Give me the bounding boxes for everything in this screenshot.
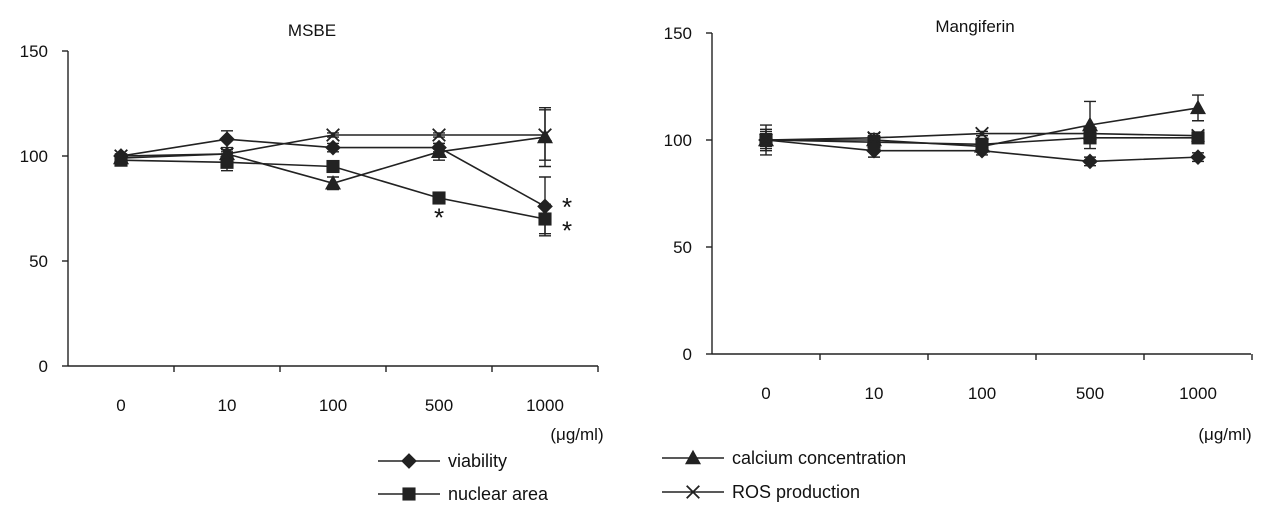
legend-marker-ros-production — [686, 485, 700, 499]
x-axis-unit: (μg/ml) — [1198, 425, 1251, 444]
point-nuclear-area-1000 — [538, 212, 552, 226]
chart-panel-mangiferin: Mangiferin 0 50 100 150 0 10 100 500 1000 (μg/ml) — [664, 17, 1253, 444]
point-calcium-concentration-500 — [430, 143, 448, 158]
point-ros-production-10 — [867, 130, 881, 145]
point-calcium-concentration-100 — [973, 138, 991, 153]
point-ros-production-100 — [975, 126, 989, 141]
point-ros-production-500 — [1083, 126, 1097, 141]
legend-item-calcium-concentration: calcium concentration — [662, 448, 906, 468]
point-ros-production-1000 — [1191, 128, 1205, 143]
legend-marker-viability — [401, 453, 417, 469]
significance-annotation-1: * — [562, 192, 572, 222]
y-tick-label-100: 100 — [664, 131, 692, 150]
legend-label-nuclear-area: nuclear area — [448, 484, 549, 504]
legend-item-viability: viability — [378, 451, 507, 471]
legend-item-ros-production: ROS production — [662, 482, 860, 502]
x-tick-label-10: 10 — [218, 396, 237, 415]
x-tick-label-10: 10 — [865, 384, 884, 403]
point-viability-500 — [1082, 153, 1098, 170]
legend-marker-calcium-concentration — [684, 449, 702, 465]
legend-label-viability: viability — [448, 451, 507, 471]
series-calcium-concentration — [757, 94, 1207, 153]
series-ros-production — [114, 109, 552, 163]
chart-legend: viability calcium concentration nuclear ar… — [378, 448, 906, 504]
point-ros-production-1000 — [538, 128, 552, 142]
point-calcium-concentration-100 — [324, 175, 342, 190]
point-ros-production-0 — [759, 133, 773, 147]
x-tick-label-100: 100 — [319, 396, 347, 415]
legend-label-ros-production: ROS production — [732, 482, 860, 502]
y-tick-label-100: 100 — [20, 147, 48, 166]
y-tick-label-0: 0 — [39, 357, 48, 376]
legend-item-nuclear-area: nuclear area — [378, 484, 549, 504]
point-ros-production-0 — [114, 149, 128, 163]
chart-title: MSBE — [288, 21, 336, 40]
series-nuclear-area — [114, 153, 552, 235]
x-tick-label-1000: 1000 — [526, 396, 564, 415]
x-tick-label-500: 500 — [425, 396, 453, 415]
chart-title: Mangiferin — [935, 17, 1014, 36]
y-tick-label-50: 50 — [673, 238, 692, 257]
x-tick-label-500: 500 — [1076, 384, 1104, 403]
point-calcium-concentration-500 — [1081, 116, 1099, 132]
x-axis-unit: (μg/ml) — [550, 425, 603, 444]
y-tick-label-150: 150 — [664, 24, 692, 43]
point-calcium-concentration-1000 — [1189, 99, 1207, 115]
x-tick-label-0: 0 — [761, 384, 770, 403]
y-tick-label-50: 50 — [29, 252, 48, 271]
point-ros-production-10 — [220, 146, 234, 161]
point-viability-1000 — [1190, 149, 1206, 165]
x-tick-label-100: 100 — [968, 384, 996, 403]
series-ros-production — [759, 124, 1205, 156]
point-viability-10 — [219, 131, 235, 148]
point-ros-production-500 — [432, 128, 446, 142]
point-ros-production-100 — [326, 128, 340, 142]
point-viability-100 — [325, 139, 341, 156]
legend-label-calcium-concentration: calcium concentration — [732, 448, 906, 468]
y-tick-label-150: 150 — [20, 42, 48, 61]
significance-annotation-0: * — [434, 203, 444, 233]
significance-annotation-2: * — [562, 215, 572, 245]
point-nuclear-area-100 — [326, 159, 340, 174]
legend-marker-nuclear-area — [402, 487, 416, 501]
point-nuclear-area-500 — [432, 191, 446, 205]
x-tick-label-1000: 1000 — [1179, 384, 1217, 403]
y-tick-label-0: 0 — [683, 345, 692, 364]
x-tick-label-0: 0 — [116, 396, 125, 415]
